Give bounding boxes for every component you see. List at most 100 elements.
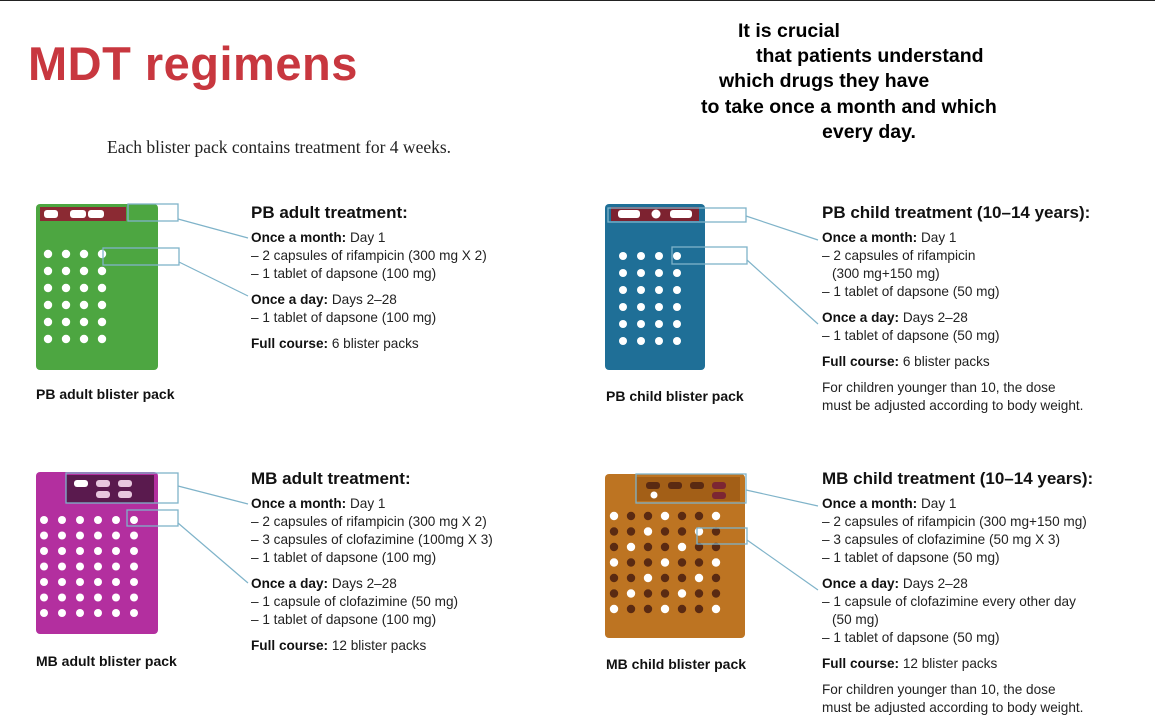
blister-well [677, 604, 687, 614]
mb-child-treatment-block: MB child treatment (10–14 years): Once a… [822, 470, 1093, 717]
course-label: Full course: [822, 656, 900, 671]
blister-well [694, 589, 704, 598]
mb-child-monthly-capsule [712, 492, 726, 499]
blister-well [130, 609, 138, 617]
blister-well [637, 337, 645, 345]
weight-note: must be adjusted according to body weigh… [822, 700, 1084, 715]
monthly-label: Once a month: [251, 230, 347, 245]
blister-well [58, 516, 66, 524]
blister-well [677, 573, 687, 583]
blister-well [655, 320, 663, 328]
pb-child-monthly-tablet [651, 209, 661, 219]
weight-note: For children younger than 10, the dose [822, 380, 1056, 395]
blister-well [130, 516, 138, 524]
pb-adult-callout-box-monthly [127, 203, 179, 222]
blister-well [76, 516, 84, 524]
blister-well [626, 589, 636, 598]
blister-well [711, 573, 721, 583]
pb-adult-treatment-block: PB adult treatment: Once a month: Day 1 … [251, 204, 487, 353]
monthly-value: Day 1 [349, 496, 386, 511]
mb-child-callout-box-monthly [635, 473, 747, 504]
monthly-item: – 1 tablet of dapsone (50 mg) [822, 284, 1000, 299]
blister-well [673, 320, 681, 328]
blister-well [637, 252, 645, 260]
blister-well [655, 269, 663, 277]
blister-well [619, 320, 627, 328]
pb-child-monthly-capsule [670, 210, 692, 218]
blister-well [112, 547, 120, 555]
blister-well [619, 269, 627, 277]
mb-adult-daily-grid [40, 516, 138, 617]
blister-well [609, 558, 619, 567]
blister-well [643, 573, 653, 583]
note-line-1: It is crucial [738, 20, 840, 42]
blister-well [626, 558, 636, 567]
pb-adult-monthly-capsule [70, 210, 86, 218]
blister-well [76, 547, 84, 555]
blister-well [619, 337, 627, 345]
blister-well [677, 527, 687, 536]
mb-adult-callout-line-daily [177, 522, 249, 584]
monthly-item: – 1 tablet of dapsone (50 mg) [822, 550, 1000, 565]
pb-adult-callout-line-daily [178, 261, 249, 297]
blister-well [58, 547, 66, 555]
weight-note: For children younger than 10, the dose [822, 682, 1056, 697]
blister-well [79, 334, 89, 344]
pb-child-blister-pack-image [605, 204, 819, 370]
blister-well [711, 511, 721, 521]
blister-well [655, 252, 663, 260]
mb-adult-callout-line-monthly [177, 485, 249, 505]
blister-well [643, 604, 653, 614]
blister-well [626, 542, 636, 552]
blister-well [76, 562, 84, 571]
daily-item: (50 mg) [832, 612, 879, 627]
blister-well [40, 516, 48, 524]
blister-well [76, 531, 84, 540]
mb-child-pack-label: MB child blister pack [606, 656, 747, 672]
blister-well [609, 511, 619, 521]
blister-well [94, 593, 102, 602]
blister-well [711, 589, 721, 598]
blister-well [694, 573, 704, 583]
blister-well [643, 542, 653, 552]
blister-well [130, 578, 138, 586]
mb-adult-monthly-capsule [118, 480, 132, 487]
daily-value: Days 2–28 [902, 310, 968, 325]
mb-adult-heading: MB adult treatment: [251, 469, 411, 488]
blister-well [655, 286, 663, 294]
pb-adult-callout-box-daily [102, 247, 180, 266]
blister-well [97, 266, 107, 276]
blister-well [643, 527, 653, 536]
mb-adult-monthly-capsule [118, 491, 132, 498]
course-label: Full course: [251, 336, 329, 351]
mb-adult-treatment-block: MB adult treatment: Once a month: Day 1 … [251, 470, 493, 655]
blister-well [43, 334, 53, 344]
blister-well [94, 547, 102, 555]
note-line-5: every day. [822, 121, 916, 143]
blister-well [76, 578, 84, 586]
blister-well [94, 531, 102, 540]
blister-well [94, 562, 102, 571]
blister-well [112, 562, 120, 571]
blister-well [79, 283, 89, 293]
mb-adult-pack-monthly-strip [66, 475, 154, 503]
blister-well [609, 542, 619, 552]
course-value: 12 blister packs [902, 656, 998, 671]
blister-well [43, 266, 53, 276]
weight-note: must be adjusted according to body weigh… [822, 398, 1084, 413]
daily-value: Days 2–28 [331, 576, 397, 591]
mb-child-daily-grid [609, 511, 721, 614]
blister-well [609, 589, 619, 598]
daily-label: Once a day: [822, 576, 900, 591]
blister-well [58, 531, 66, 540]
pb-adult-monthly-capsule [88, 210, 104, 218]
course-value: 6 blister packs [331, 336, 419, 351]
blister-well [61, 249, 71, 259]
monthly-label: Once a month: [251, 496, 347, 511]
blister-well [97, 334, 107, 344]
mb-child-callout-line-monthly [745, 489, 819, 507]
blister-well [43, 317, 53, 327]
pb-child-callout-line-monthly [745, 215, 819, 241]
pb-adult-heading: PB adult treatment: [251, 203, 408, 222]
blister-well [79, 266, 89, 276]
